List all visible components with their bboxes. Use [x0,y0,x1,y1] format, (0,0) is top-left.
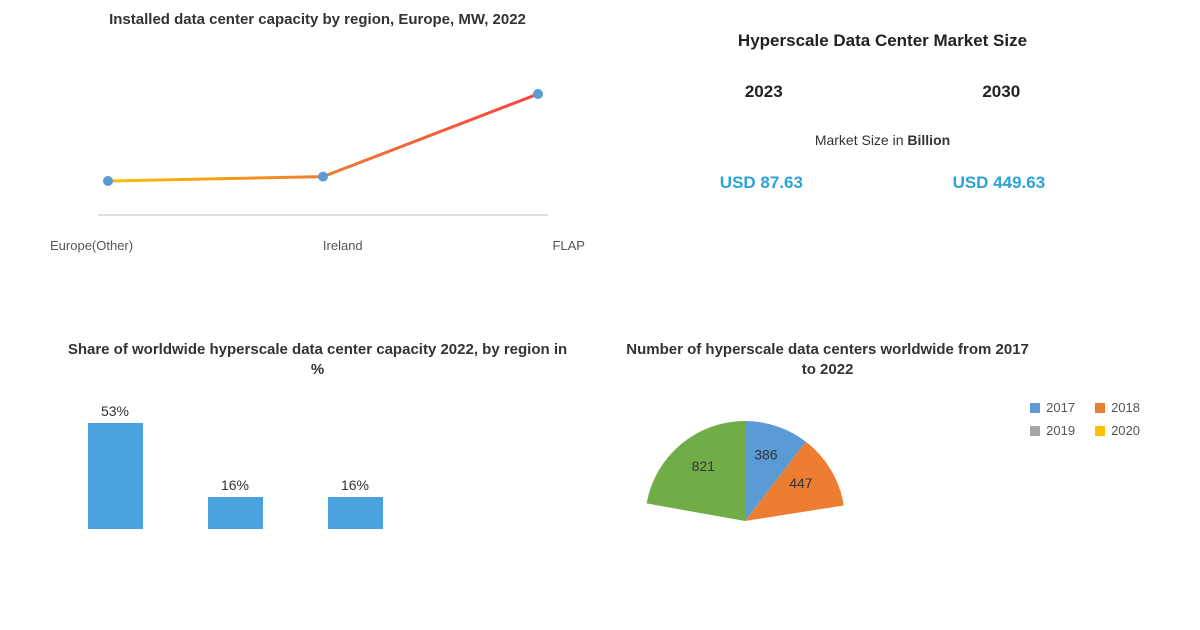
market-title: Hyperscale Data Center Market Size [645,30,1120,52]
dashboard-grid: Installed data center capacity by region… [0,0,1200,630]
line-x2: FLAP [552,238,585,253]
legend-swatch-2019 [1030,426,1040,436]
bar-rect-1 [208,497,263,529]
line-points [103,89,543,186]
pie-svg: 821 386 447 [625,391,865,571]
pie-chart-panel: Number of hyperscale data centers worldw… [605,340,1160,620]
bar-item-0: 53% [80,403,150,529]
bar-label-1: 16% [200,477,270,493]
bar-label-0: 53% [80,403,150,419]
legend-label-2020: 2020 [1111,423,1140,438]
line-point-2 [533,89,543,99]
line-chart-title: Installed data center capacity by region… [40,10,595,30]
market-years-row: 2023 2030 [645,82,1120,102]
legend-swatch-2017 [1030,403,1040,413]
legend-label-2017: 2017 [1046,400,1075,415]
legend-label-2019: 2019 [1046,423,1075,438]
line-point-1 [318,171,328,181]
legend-row-1: 2019 2020 [1030,423,1140,438]
line-series [108,94,538,181]
legend-label-2018: 2018 [1111,400,1140,415]
legend-item-2018: 2018 [1095,400,1140,415]
line-chart-area [78,50,558,230]
market-value-1: USD 449.63 [953,173,1046,193]
pie-legend: 2017 2018 2019 2020 [1030,400,1140,446]
line-chart-panel: Installed data center capacity by region… [40,10,595,330]
line-x-labels: Europe(Other) Ireland FLAP [40,230,595,253]
legend-swatch-2020 [1095,426,1105,436]
market-subtitle: Market Size in Billion [645,132,1120,148]
bar-item-1: 16% [200,477,270,529]
bar-item-2: 16% [320,477,390,529]
bar-rect-0 [88,423,143,529]
line-point-0 [103,176,113,186]
market-size-panel: Hyperscale Data Center Market Size 2023 … [605,10,1160,330]
pie-svg-wrap: 821 386 447 [625,391,865,571]
line-chart-svg [78,50,558,230]
bar-chart-panel: Share of worldwide hyperscale data cente… [40,340,595,620]
bar-row: 53% 16% 16% [60,389,575,529]
market-sub-pre: Market Size in [815,132,908,148]
market-year-1: 2030 [982,82,1020,102]
bar-label-2: 16% [320,477,390,493]
legend-item-2017: 2017 [1030,400,1075,415]
market-value-0: USD 87.63 [720,173,803,193]
legend-row-0: 2017 2018 [1030,400,1140,415]
pie-slice-orange-label: 447 [789,475,813,491]
legend-item-2019: 2019 [1030,423,1075,438]
bar-chart-title: Share of worldwide hyperscale data cente… [60,340,575,379]
market-year-0: 2023 [745,82,783,102]
line-x1: Ireland [323,238,363,253]
pie-slice-green-label: 821 [692,458,716,474]
pie-slice-blue-label: 386 [754,446,778,462]
line-x0: Europe(Other) [50,238,133,253]
legend-swatch-2018 [1095,403,1105,413]
pie-chart-title: Number of hyperscale data centers worldw… [625,340,1030,379]
market-values-row: USD 87.63 USD 449.63 [645,173,1120,193]
market-sub-bold: Billion [907,132,950,148]
bar-rect-2 [328,497,383,529]
legend-item-2020: 2020 [1095,423,1140,438]
pie-left: Number of hyperscale data centers worldw… [625,340,1030,571]
